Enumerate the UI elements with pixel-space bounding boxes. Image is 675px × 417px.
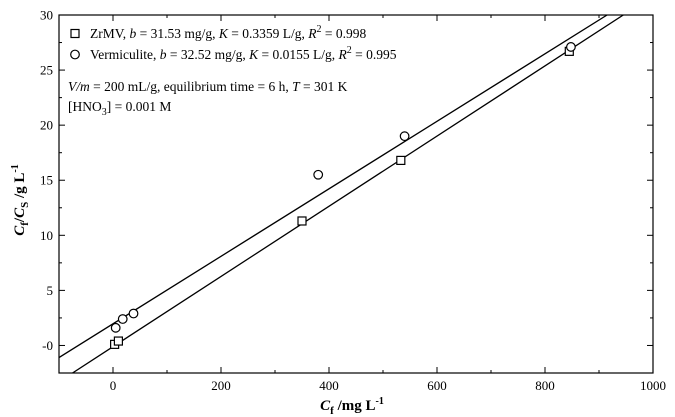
y-tick-label: 15 <box>40 173 53 188</box>
vermiculite-point <box>128 308 139 319</box>
x-tick-label: 400 <box>319 378 339 393</box>
y-tick-label: -0 <box>42 338 53 353</box>
data-points <box>110 42 576 349</box>
vermiculite-point <box>399 131 410 142</box>
x-tick-label: 800 <box>535 378 555 393</box>
y-axis-title: Cf/CS /g L-1 <box>10 164 31 236</box>
zrmv-legend-label: ZrMV, b = 31.53 mg/g, K = 0.3359 L/g, R2… <box>90 24 367 41</box>
y-tick-label: 25 <box>40 63 53 78</box>
x-tick-label: 1000 <box>640 378 666 393</box>
vermiculite-point <box>110 322 121 333</box>
axis-ticks: 0 200 400 600 800 1000 -0 5 10 15 20 25 30 <box>40 8 666 394</box>
annotation-line-1: V/m = 200 mL/g, equilibrium time = 6 h, … <box>68 79 348 94</box>
plot-frame <box>58 14 654 374</box>
zrmv-legend-symbol <box>70 28 80 39</box>
zrmv-point <box>297 216 307 226</box>
x-tick-label: 600 <box>427 378 447 393</box>
vermiculite-point <box>117 314 128 324</box>
zrmv-fit-line <box>72 15 624 373</box>
x-axis-title: Cf /mg L-1 <box>320 396 384 417</box>
vermiculite-point <box>566 42 576 52</box>
y-tick-label: 5 <box>47 283 54 298</box>
vermiculite-legend-symbol <box>70 49 80 60</box>
vermiculite-legend-label: Vermiculite, b = 32.52 mg/g, K = 0.0155 … <box>90 45 397 62</box>
vermiculite-fit-line <box>59 15 608 359</box>
x-tick-label: 200 <box>211 378 231 393</box>
legend: ZrMV, b = 31.53 mg/g, K = 0.3359 L/g, R2… <box>70 24 397 62</box>
x-tick-label: 0 <box>110 378 117 393</box>
zrmv-point <box>113 336 124 346</box>
fit-lines <box>59 15 624 373</box>
y-tick-label: 20 <box>40 118 53 133</box>
annotation-conditions: V/m = 200 mL/g, equilibrium time = 6 h, … <box>68 79 348 118</box>
annotation-line-2: [HNO3] = 0.001 M <box>68 99 171 118</box>
y-tick-label: 10 <box>40 228 53 243</box>
zrmv-point <box>396 155 406 166</box>
vermiculite-point <box>313 169 324 180</box>
y-tick-label: 30 <box>40 8 53 23</box>
